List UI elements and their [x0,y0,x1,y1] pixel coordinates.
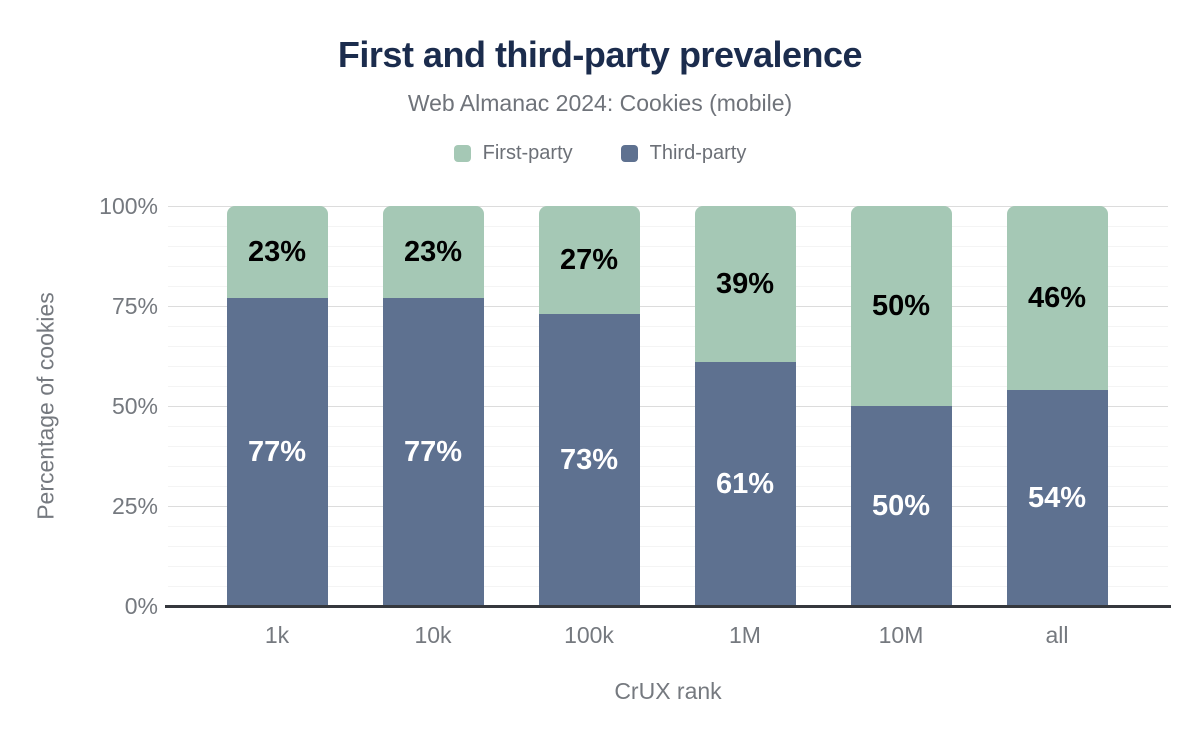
y-tick-label: 0% [124,593,158,619]
major-gridline [168,506,1168,507]
bar-segment-first-party[interactable]: 50% [850,206,952,406]
x-tick-label: all [1045,622,1069,648]
minor-gridline [168,446,1168,447]
minor-gridline [168,426,1168,427]
y-axis-title: Percentage of cookies [32,292,59,520]
y-tick-label: 25% [111,493,158,519]
bar-segment-third-party[interactable]: 73% [538,314,640,606]
y-tick-label: 75% [111,293,158,319]
bar-segment-first-party[interactable]: 46% [1006,206,1108,390]
minor-gridline [168,246,1168,247]
minor-gridline [168,286,1168,287]
bar-segment-third-party[interactable]: 54% [1006,390,1108,606]
bar-value-label: 61% [715,467,775,500]
bar-100k: 73% 27% [538,206,640,606]
chart-subtitle: Web Almanac 2024: Cookies (mobile) [407,90,793,116]
x-tick-label: 1k [264,622,290,648]
minor-gridline [168,546,1168,547]
bar-value-label: 50% [871,289,931,322]
minor-gridline [168,326,1168,327]
x-tick-label: 10k [414,622,452,648]
first-party-swatch-icon [453,145,471,162]
plot-area: 0% 25% 50% 75% 100% 77% 23% 1k 77% 23% 10k 73% 27% 10… [99,193,1171,704]
bar-segment-third-party[interactable]: 61% [694,362,796,606]
bar-value-label: 23% [403,235,463,268]
chart-title: First and third-party prevalence [337,34,863,75]
x-axis-title: CrUX rank [614,678,722,704]
minor-gridline [168,566,1168,567]
minor-gridline [168,226,1168,227]
y-tick-label: 50% [111,393,158,419]
major-gridline [168,206,1168,207]
bar-segment-first-party[interactable]: 23% [382,206,484,298]
bar-value-label: 73% [559,443,619,476]
bar-value-label: 46% [1027,281,1087,314]
x-tick-label: 1M [729,622,761,648]
bar-value-label: 54% [1027,481,1087,514]
minor-gridline [168,466,1168,467]
bar-segment-first-party[interactable]: 23% [226,206,328,298]
legend: First-party Third-party [0,142,1200,165]
bar-segment-first-party[interactable]: 39% [694,206,796,362]
x-tick-label: 10M [878,622,924,648]
bar-value-label: 27% [559,243,619,276]
third-party-swatch-icon [620,145,638,162]
legend-item-third-party: Third-party [620,142,747,165]
bar-segment-third-party[interactable]: 50% [850,406,952,606]
minor-gridline [168,526,1168,527]
bar-all: 54% 46% [1006,206,1108,606]
major-gridline [168,306,1168,307]
bar-segment-first-party[interactable]: 27% [538,206,640,314]
bar-value-label: 77% [247,435,307,468]
x-tick-label: 100k [564,622,614,648]
minor-gridline [168,586,1168,587]
major-gridline [168,406,1168,407]
x-axis-line [165,605,1171,608]
bar-value-label: 50% [871,489,931,522]
minor-gridline [168,366,1168,367]
minor-gridline [168,486,1168,487]
minor-gridline [168,386,1168,387]
bar-value-label: 77% [403,435,463,468]
minor-gridline [168,266,1168,267]
bar-value-label: 39% [715,267,775,300]
bar-value-label: 23% [247,235,307,268]
bar-10M: 50% 50% [850,206,952,606]
legend-label: Third-party [649,142,747,164]
minor-gridline [168,346,1168,347]
bar-segment-third-party[interactable]: 77% [226,298,328,606]
bar-segment-third-party[interactable]: 77% [382,298,484,606]
legend-item-first-party: First-party [453,142,573,165]
legend-label: First-party [482,142,573,164]
bar-1M: 61% 39% [694,206,796,606]
bar-10k: 77% 23% [382,206,484,606]
y-tick-label: 100% [99,193,158,219]
bar-1k: 77% 23% [226,206,328,606]
